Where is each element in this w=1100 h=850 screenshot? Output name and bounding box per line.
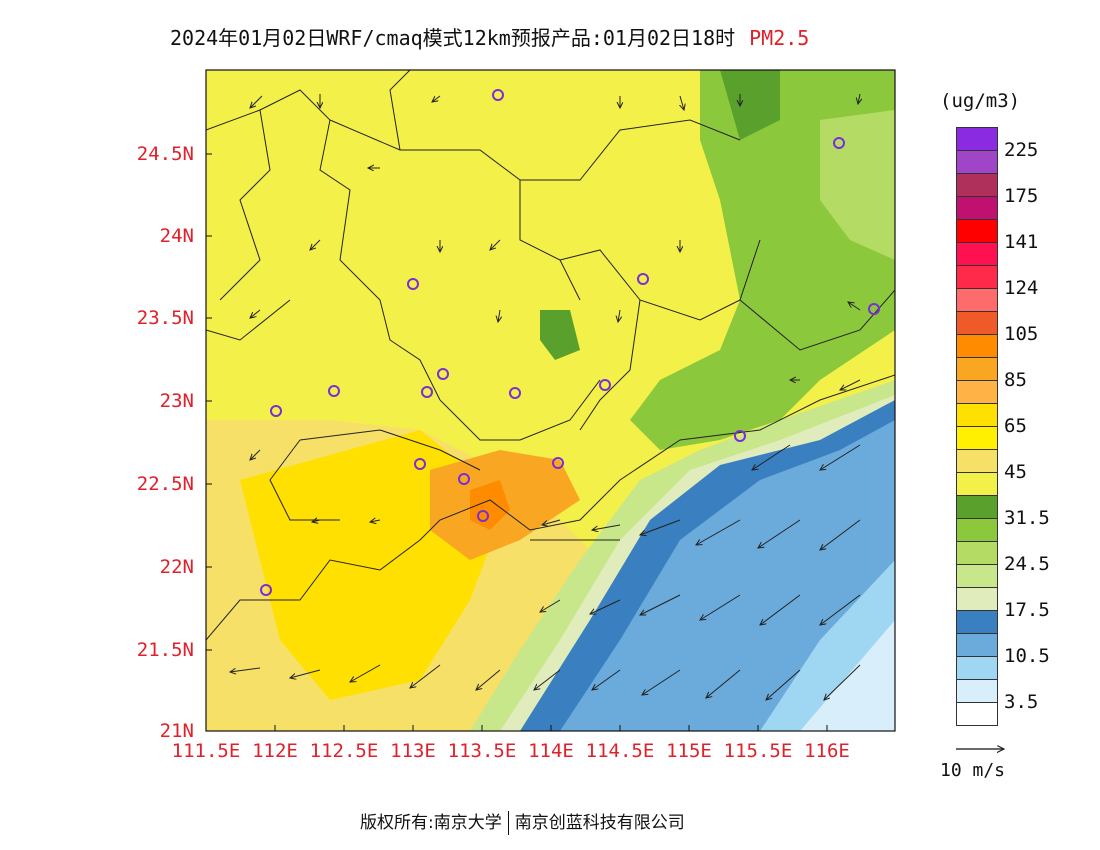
lat-label: 24N: [159, 225, 194, 247]
colorbar-label: 85: [1004, 369, 1027, 391]
colorbar-swatch: [957, 518, 997, 541]
lat-label: 22N: [159, 556, 194, 578]
lat-label: 23N: [159, 390, 194, 412]
lat-label: 21N: [159, 720, 194, 742]
colorbar-swatch: [957, 633, 997, 656]
colorbar-label: 3.5: [1004, 691, 1039, 713]
colorbar-swatch: [957, 472, 997, 495]
colorbar-label: 124: [1004, 277, 1039, 299]
colorbar-swatch: [957, 380, 997, 403]
colorbar-swatch: [957, 587, 997, 610]
footer-right: 南京创蓝科技有限公司: [514, 813, 685, 833]
lon-label: 115E: [666, 740, 712, 762]
wind-vectors: [230, 93, 860, 700]
lat-label: 22.5N: [136, 473, 194, 495]
lon-label: 112E: [252, 740, 298, 762]
colorbar-swatch: [957, 173, 997, 196]
colorbar-swatch: [957, 311, 997, 334]
lat-label: 24.5N: [136, 143, 194, 165]
colorbar-label: 45: [1004, 461, 1027, 483]
lon-label: 114E: [528, 740, 574, 762]
colorbar-swatch: [957, 334, 997, 357]
colorbar-swatch: [957, 541, 997, 564]
title-text: 2024年01月02日WRF/cmaq模式12km预报产品:01月02日18时: [170, 26, 736, 50]
lat-label: 21.5N: [136, 639, 194, 661]
colorbar-label: 105: [1004, 323, 1039, 345]
map-title: 2024年01月02日WRF/cmaq模式12km预报产品:01月02日18时 P…: [170, 22, 809, 51]
colorbar-label: 10.5: [1004, 645, 1050, 667]
lon-label: 115.5E: [723, 740, 793, 762]
colorbar-swatch: [957, 288, 997, 311]
colorbar-swatch: [957, 702, 997, 725]
colorbar-swatch: [957, 242, 997, 265]
colorbar-swatch: [957, 679, 997, 702]
colorbar-swatch: [957, 495, 997, 518]
colorbar-swatch: [957, 564, 997, 587]
lon-label: 113.5E: [447, 740, 517, 762]
colorbar: [956, 127, 998, 726]
colorbar-swatch: [957, 127, 997, 150]
colorbar-label: 225: [1004, 139, 1039, 161]
colorbar-unit: (ug/m3): [940, 90, 1021, 112]
colorbar-label: 141: [1004, 231, 1039, 253]
footer-left: 版权所有:南京大学: [360, 813, 502, 833]
colorbar-swatch: [957, 449, 997, 472]
colorbar-swatch: [957, 265, 997, 288]
lon-label: 116E: [804, 740, 850, 762]
station-markers: [260, 89, 880, 596]
colorbar-swatch: [957, 219, 997, 242]
lon-label: 114.5E: [585, 740, 655, 762]
colorbar-swatch: [957, 196, 997, 219]
colorbar-label: 175: [1004, 185, 1039, 207]
colorbar-label: 17.5: [1004, 599, 1050, 621]
colorbar-swatch: [957, 150, 997, 173]
colorbar-swatch: [957, 656, 997, 679]
copyright-footer: 版权所有:南京大学 南京创蓝科技有限公司: [360, 808, 685, 835]
lon-label: 113E: [390, 740, 436, 762]
lat-label: 23.5N: [136, 307, 194, 329]
colorbar-swatch: [957, 403, 997, 426]
colorbar-swatch: [957, 426, 997, 449]
colorbar-label: 65: [1004, 415, 1027, 437]
concentration-field: [206, 70, 895, 731]
colorbar-swatch: [957, 357, 997, 380]
lon-label: 112.5E: [309, 740, 379, 762]
colorbar-label: 24.5: [1004, 553, 1050, 575]
title-variable: PM2.5: [749, 26, 810, 50]
lon-label: 111.5E: [171, 740, 241, 762]
colorbar-label: 31.5: [1004, 507, 1050, 529]
colorbar-swatch: [957, 610, 997, 633]
reference-vector-label: 10 m/s: [940, 760, 1006, 781]
